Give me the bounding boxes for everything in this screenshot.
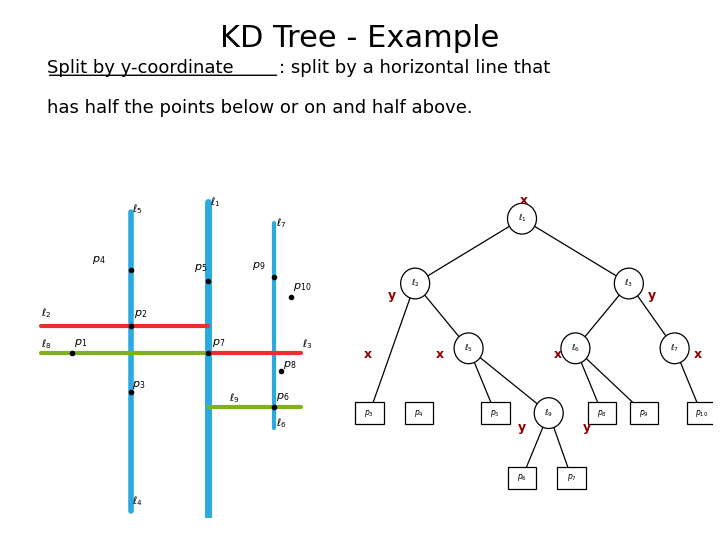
Text: $\ell_1$: $\ell_1$ <box>518 213 526 225</box>
Text: $p_4$: $p_4$ <box>92 254 105 266</box>
Text: $p_1$: $p_1$ <box>74 337 88 349</box>
Text: x: x <box>436 348 444 361</box>
Text: y: y <box>518 421 526 434</box>
Text: Split by y-coordinate: Split by y-coordinate <box>47 59 233 77</box>
Text: $\ell_8$: $\ell_8$ <box>42 337 52 351</box>
Text: $\ell_5$: $\ell_5$ <box>132 202 143 216</box>
Text: $p_3$: $p_3$ <box>132 379 145 390</box>
Text: $\ell_2$: $\ell_2$ <box>411 278 420 289</box>
Text: $p_9$: $p_9$ <box>253 260 266 272</box>
Text: $\ell_4$: $\ell_4$ <box>132 494 143 508</box>
FancyBboxPatch shape <box>508 467 536 489</box>
FancyBboxPatch shape <box>405 402 433 424</box>
Text: x: x <box>520 194 528 207</box>
FancyBboxPatch shape <box>481 402 510 424</box>
Text: $p_5$: $p_5$ <box>194 261 207 274</box>
FancyBboxPatch shape <box>630 402 658 424</box>
Text: $p_3$: $p_3$ <box>364 408 374 418</box>
Text: $p_4$: $p_4$ <box>414 408 424 418</box>
Text: $\ell_9$: $\ell_9$ <box>229 391 240 405</box>
Text: KD Tree - Example: KD Tree - Example <box>220 24 500 53</box>
FancyBboxPatch shape <box>687 402 716 424</box>
Text: $p_2$: $p_2$ <box>135 308 148 320</box>
Text: $\ell_3$: $\ell_3$ <box>624 278 634 289</box>
Text: x: x <box>554 348 562 361</box>
Text: has half the points below or on and half above.: has half the points below or on and half… <box>47 99 472 117</box>
Text: : split by a horizontal line that: : split by a horizontal line that <box>279 59 551 77</box>
Circle shape <box>660 333 689 364</box>
FancyBboxPatch shape <box>557 467 586 489</box>
Circle shape <box>400 268 430 299</box>
Text: $\ell_6$: $\ell_6$ <box>276 416 287 430</box>
Circle shape <box>508 203 536 234</box>
Text: y: y <box>388 289 396 302</box>
Text: x: x <box>693 348 701 361</box>
Text: $p_7$: $p_7$ <box>212 337 225 349</box>
FancyBboxPatch shape <box>355 402 384 424</box>
Circle shape <box>561 333 590 364</box>
Text: $p_9$: $p_9$ <box>639 408 649 418</box>
Text: $p_7$: $p_7$ <box>567 472 577 483</box>
Text: y: y <box>648 289 656 302</box>
Circle shape <box>534 397 563 429</box>
Text: $\ell_6$: $\ell_6$ <box>571 342 580 354</box>
Text: $\ell_2$: $\ell_2$ <box>42 307 52 320</box>
Text: $p_{10}$: $p_{10}$ <box>293 281 312 293</box>
Text: x: x <box>364 348 372 361</box>
Text: $p_6$: $p_6$ <box>276 391 289 403</box>
Text: $p_8$: $p_8$ <box>597 408 607 418</box>
Text: $p_6$: $p_6$ <box>517 472 527 483</box>
Circle shape <box>454 333 483 364</box>
Text: $\ell_7$: $\ell_7$ <box>670 342 679 354</box>
Text: $p_8$: $p_8$ <box>284 359 297 371</box>
Text: $\ell_3$: $\ell_3$ <box>302 337 312 351</box>
Text: y: y <box>582 421 591 434</box>
Text: $p_5$: $p_5$ <box>490 408 500 418</box>
Text: $\ell_9$: $\ell_9$ <box>544 407 553 419</box>
FancyBboxPatch shape <box>588 402 616 424</box>
Text: $\ell_1$: $\ell_1$ <box>210 195 220 209</box>
Text: $\ell_5$: $\ell_5$ <box>464 342 473 354</box>
Circle shape <box>614 268 644 299</box>
Text: $p_{10}$: $p_{10}$ <box>695 408 708 418</box>
Text: $\ell_7$: $\ell_7$ <box>276 217 286 231</box>
